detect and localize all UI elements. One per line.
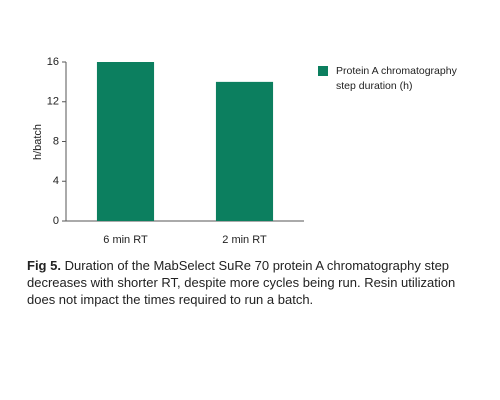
bar <box>96 62 155 221</box>
caption-text: Duration of the MabSelect SuRe 70 protei… <box>27 258 456 307</box>
y-tick-label: 8 <box>53 135 59 147</box>
x-tick-label: 2 min RT <box>222 234 267 246</box>
legend-label: Protein A chromatography step duration (… <box>336 65 457 92</box>
y-tick-label: 12 <box>47 96 59 108</box>
chart: h/batch 0 4 8 12 16 6 min RT 2 min RT <box>32 56 304 246</box>
caption-label: Fig 5. <box>27 258 61 273</box>
bar <box>215 81 274 221</box>
legend: Protein A chromatography step duration (… <box>318 64 468 94</box>
y-tick-label: 0 <box>53 215 59 227</box>
y-tick-label: 4 <box>53 175 59 187</box>
y-tick-label: 16 <box>47 56 59 68</box>
legend-swatch <box>318 66 328 76</box>
caption: Fig 5. Duration of the MabSelect SuRe 70… <box>27 257 477 308</box>
y-axis-label: h/batch <box>32 124 44 160</box>
x-tick-label: 6 min RT <box>103 234 148 246</box>
